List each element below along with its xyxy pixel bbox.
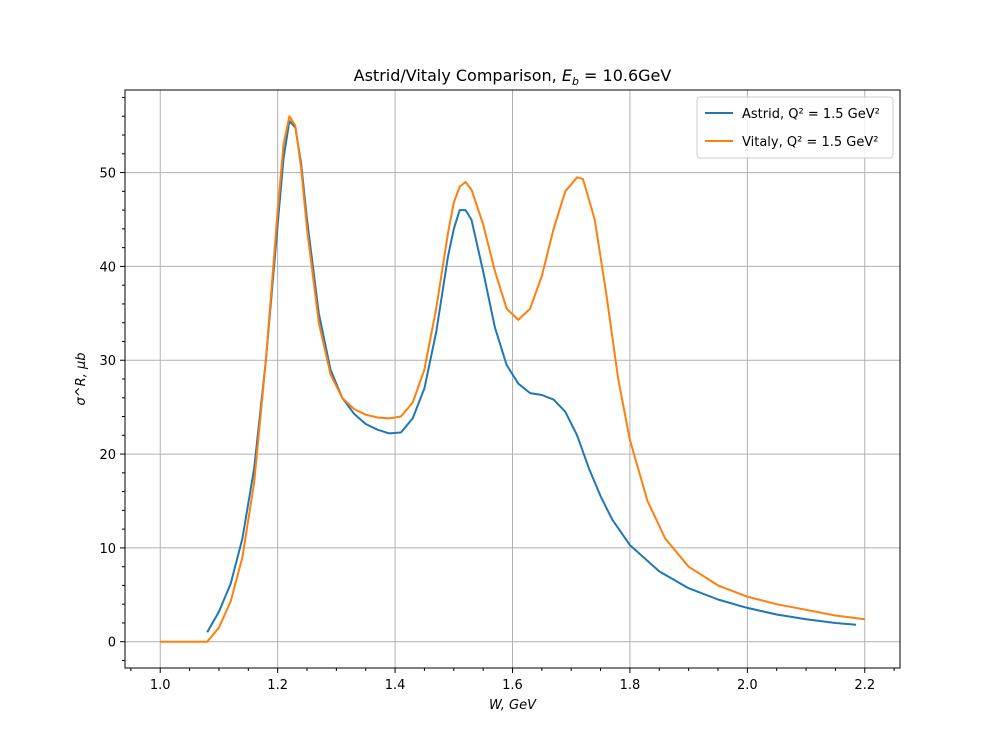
tick-layer: 1.0 1.2 1.4 1.6 1.8 2.0 2.2 0 10 20 30 40 50 [99, 97, 895, 693]
chart-title: Astrid/Vitaly Comparison, Eb = 10.6GeV [354, 66, 672, 88]
x-tick-label: 2.2 [854, 678, 875, 693]
title-subscript: b [572, 75, 579, 88]
x-axis-label: W, GeV [489, 698, 537, 713]
title-main: Astrid/Vitaly Comparison, [354, 66, 562, 85]
legend: Astrid, Q² = 1.5 GeV² Vitaly, Q² = 1.5 Ge… [696, 96, 894, 159]
x-tick-label: 1.4 [385, 678, 406, 693]
x-tick-label: 2.0 [737, 678, 758, 693]
x-tick-label: 1.6 [502, 678, 523, 693]
legend-label: Vitaly, Q² = 1.5 GeV² [742, 135, 878, 150]
y-tick-label: 0 [108, 636, 116, 651]
x-tick-label: 1.8 [620, 678, 641, 693]
y-tick-label: 20 [99, 448, 116, 463]
title-symbol: E [562, 66, 573, 85]
x-tick-label: 1.0 [150, 678, 171, 693]
y-axis-label: σ^R, μb [74, 353, 89, 406]
series-line-1 [160, 115, 865, 643]
title-rest: = 10.6GeV [579, 66, 671, 85]
grid-layer [125, 90, 900, 668]
y-tick-label: 30 [99, 354, 116, 369]
series-layer [160, 115, 865, 643]
legend-label: Astrid, Q² = 1.5 GeV² [742, 107, 880, 122]
y-tick-label: 10 [99, 542, 116, 557]
legend-box [696, 96, 894, 159]
x-tick-label: 1.2 [267, 678, 288, 693]
y-tick-label: 50 [99, 167, 116, 182]
y-tick-label: 40 [99, 260, 116, 275]
